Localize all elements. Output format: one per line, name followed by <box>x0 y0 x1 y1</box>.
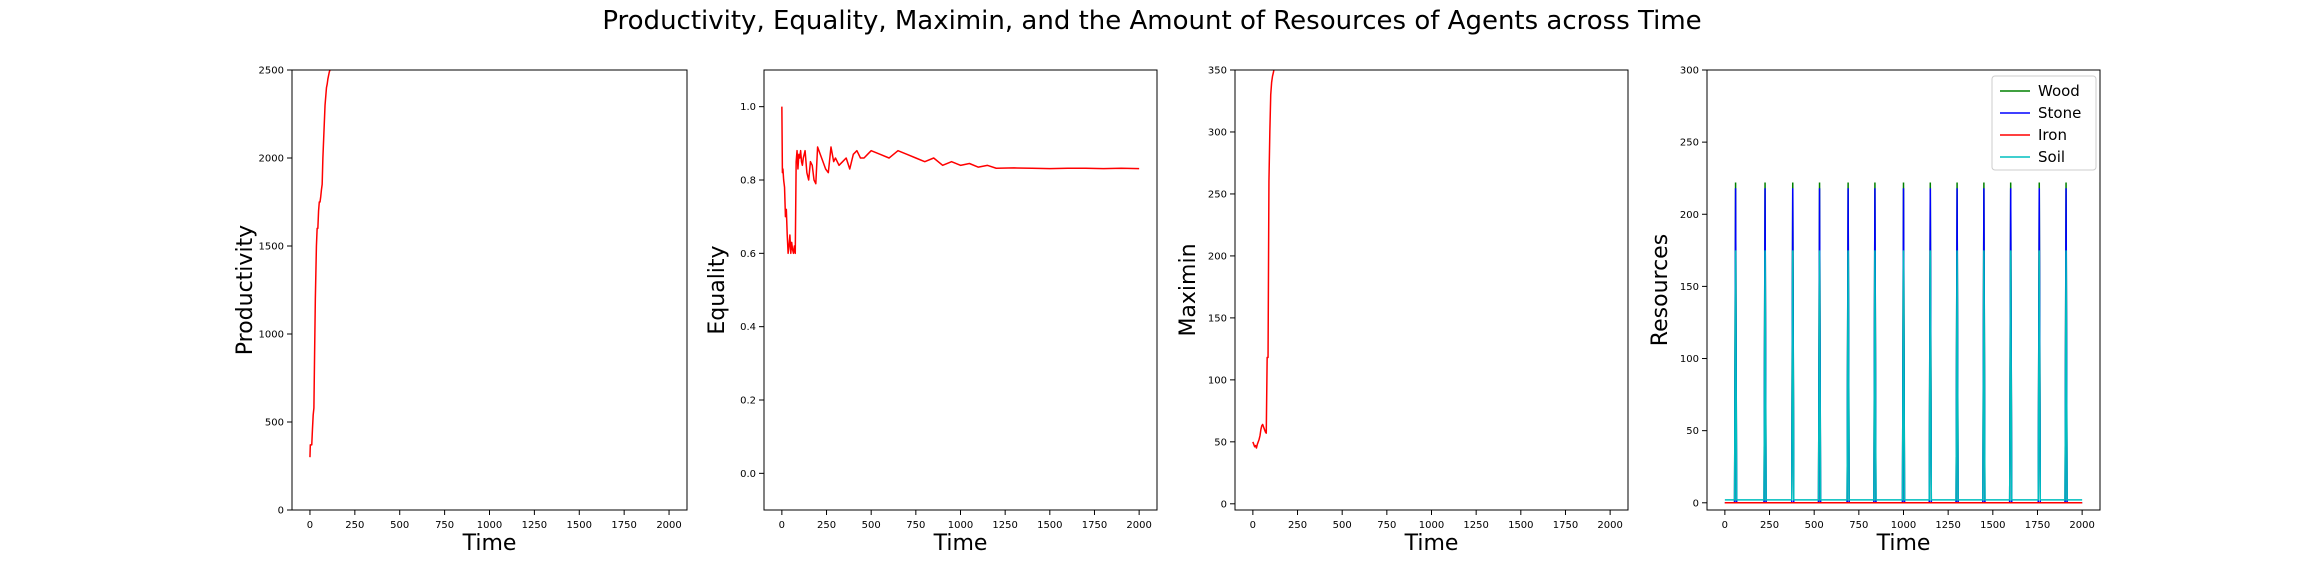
legend-label: Stone <box>2038 104 2081 122</box>
x-axis-label: Time <box>933 531 988 556</box>
x-tick-label: 1000 <box>948 520 973 531</box>
x-tick-label: 1000 <box>477 520 502 531</box>
x-tick-label: 1500 <box>1980 520 2005 531</box>
plot-frame <box>763 69 1158 511</box>
y-tick-label: 0.6 <box>740 249 756 260</box>
legend-label: Iron <box>2038 126 2067 144</box>
equality-chart: 0 250 500 750 1000 1250 1500 1750 2000 0.0 0.2 0.4 0… <box>705 69 1158 556</box>
productivity-chart: 0 250 500 750 1000 1250 1500 1750 2000 0 500 1000 15… <box>233 66 688 556</box>
x-tick-label: 750 <box>435 520 454 531</box>
x-axis-label: Time <box>462 531 517 556</box>
x-tick-label: 1000 <box>1891 520 1916 531</box>
y-tick-label: 0 <box>1221 499 1227 510</box>
plot-frame <box>1706 69 2101 511</box>
y-tick-label: 50 <box>1214 437 1227 448</box>
y-tick-label: 200 <box>1680 210 1699 221</box>
y-tick-label: 0.0 <box>740 469 756 480</box>
y-tick-label: 250 <box>1208 189 1227 200</box>
y-tick-label: 0.8 <box>740 176 756 187</box>
y-tick-label: 0 <box>278 506 284 517</box>
x-tick-label: 500 <box>862 520 881 531</box>
x-tick-label: 1500 <box>567 520 592 531</box>
legend-label: Soil <box>2038 148 2065 166</box>
plot-frame <box>1234 69 1629 511</box>
x-tick-label: 2000 <box>2069 520 2094 531</box>
y-tick-label: 500 <box>265 418 284 429</box>
series-line <box>1252 70 1275 449</box>
y-tick-label: 300 <box>1208 127 1227 138</box>
x-tick-label: 250 <box>1288 520 1307 531</box>
y-tick-label: 1.0 <box>740 102 756 113</box>
x-tick-label: 1250 <box>522 520 547 531</box>
x-tick-label: 1000 <box>1419 520 1444 531</box>
y-axis-label: Productivity <box>233 225 258 355</box>
x-tick-label: 1250 <box>992 520 1017 531</box>
x-tick-label: 1750 <box>1082 520 1107 531</box>
x-tick-label: 500 <box>1333 520 1352 531</box>
y-tick-label: 300 <box>1680 66 1699 77</box>
y-axis-label: Equality <box>705 245 730 334</box>
x-tick-label: 1750 <box>2025 520 2050 531</box>
plot-frame <box>291 69 688 511</box>
y-axis-label: Resources <box>1648 234 1673 346</box>
x-tick-label: 0 <box>779 520 785 531</box>
x-tick-label: 1500 <box>1508 520 1533 531</box>
x-axis-label: Time <box>1404 531 1459 556</box>
x-axis-label: Time <box>1876 531 1931 556</box>
y-tick-label: 150 <box>1208 313 1227 324</box>
y-tick-label: 100 <box>1680 354 1699 365</box>
x-tick-label: 0 <box>1250 520 1256 531</box>
y-tick-label: 150 <box>1680 282 1699 293</box>
y-tick-label: 1500 <box>259 242 284 253</box>
x-tick-label: 2000 <box>1597 520 1622 531</box>
x-tick-label: 2000 <box>656 520 681 531</box>
x-tick-label: 1750 <box>1553 520 1578 531</box>
y-tick-label: 2500 <box>259 66 284 77</box>
x-tick-label: 0 <box>307 520 313 531</box>
resources-chart: 0 250 500 750 1000 1250 1500 1750 2000 0 50 100 150 2… <box>1648 66 2101 556</box>
y-axis-label: Maximin <box>1176 243 1201 336</box>
x-tick-label: 500 <box>390 520 409 531</box>
y-tick-label: 1000 <box>259 330 284 341</box>
x-tick-label: 500 <box>1805 520 1824 531</box>
y-tick-label: 50 <box>1686 426 1699 437</box>
series-line-soil <box>1724 250 2083 501</box>
y-tick-label: 0.4 <box>740 322 756 333</box>
y-tick-label: 2000 <box>259 154 284 165</box>
y-tick-label: 350 <box>1208 66 1227 77</box>
y-tick-label: 100 <box>1208 375 1227 386</box>
series-line <box>781 106 1140 255</box>
x-tick-label: 1500 <box>1037 520 1062 531</box>
x-tick-label: 750 <box>906 520 925 531</box>
y-tick-label: 250 <box>1680 138 1699 149</box>
x-tick-label: 2000 <box>1126 520 1151 531</box>
legend <box>1991 75 2097 171</box>
x-tick-label: 750 <box>1377 520 1396 531</box>
x-tick-label: 1250 <box>1463 520 1488 531</box>
figure-title: Productivity, Equality, Maximin, and the… <box>602 6 1702 36</box>
x-tick-label: 1750 <box>611 520 636 531</box>
y-tick-label: 0 <box>1693 498 1699 509</box>
x-tick-label: 250 <box>1760 520 1779 531</box>
x-tick-label: 1250 <box>1935 520 1960 531</box>
y-tick-label: 200 <box>1208 251 1227 262</box>
y-tick-label: 0.2 <box>740 396 756 407</box>
x-tick-label: 750 <box>1849 520 1868 531</box>
maximin-chart: 0 250 500 750 1000 1250 1500 1750 2000 0 50 100 150 2… <box>1176 66 1629 556</box>
x-tick-label: 250 <box>345 520 364 531</box>
series-line <box>309 70 331 458</box>
x-tick-label: 250 <box>817 520 836 531</box>
x-tick-label: 0 <box>1722 520 1728 531</box>
legend-label: Wood <box>2038 82 2080 100</box>
